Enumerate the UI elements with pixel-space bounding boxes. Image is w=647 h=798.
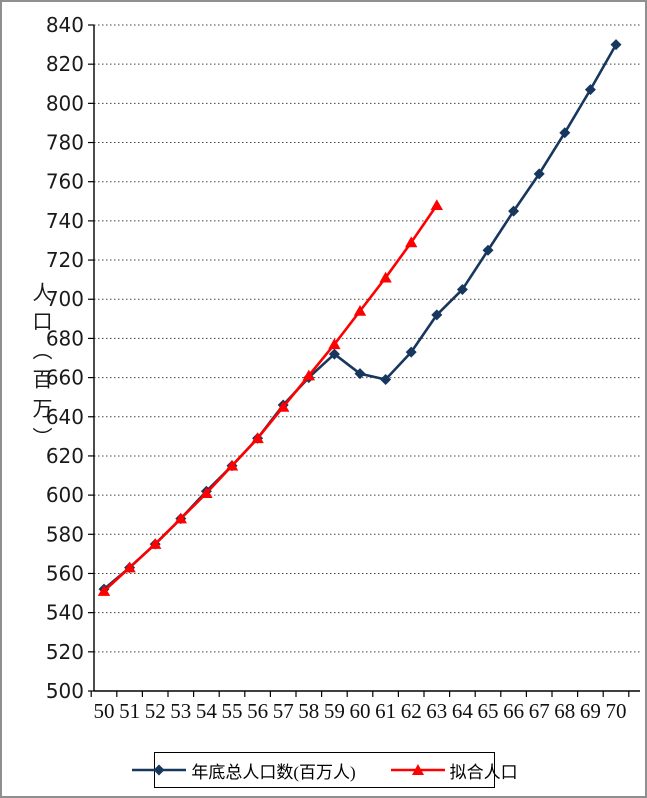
- x-tick-label: 50: [94, 699, 115, 723]
- data-point-marker-observed: [431, 309, 443, 321]
- y-tick-label: 720: [46, 248, 84, 272]
- data-point-marker-observed: [380, 374, 392, 386]
- data-point-marker-fitted: [302, 369, 315, 381]
- x-tick-label: 58: [298, 699, 319, 723]
- y-tick-label: 760: [46, 170, 84, 194]
- data-point-marker-observed: [482, 244, 494, 256]
- y-tick-label: 680: [46, 326, 84, 350]
- x-tick-label: 65: [478, 699, 499, 723]
- series-line-observed: [103, 43, 618, 591]
- y-tick-label: 820: [46, 52, 84, 76]
- data-point-marker-observed: [354, 368, 366, 380]
- x-tick-label: 54: [196, 699, 218, 723]
- y-tick-label: 500: [46, 679, 84, 703]
- x-tick-label: 62: [401, 699, 422, 723]
- data-point-marker-fitted: [200, 487, 213, 498]
- legend-marker-fitted-triangle: [390, 764, 445, 775]
- y-tick-label: 800: [46, 91, 84, 115]
- data-point-marker-fitted: [123, 561, 136, 573]
- x-tick-label: 51: [119, 699, 140, 723]
- data-point-marker-observed: [533, 168, 545, 180]
- y-tick-label: 700: [46, 287, 84, 311]
- x-tick-label: 68: [554, 699, 575, 723]
- x-tick-label: 69: [580, 699, 601, 723]
- data-point-marker-observed: [610, 39, 622, 51]
- x-tick-label: 70: [606, 699, 627, 723]
- legend-box: 年底总人口数(百万人) 拟合人口: [132, 752, 518, 788]
- y-tick-label: 780: [46, 131, 84, 155]
- y-tick-label: 640: [46, 405, 84, 429]
- data-point-marker-fitted: [277, 400, 290, 412]
- x-tick-label: 67: [529, 699, 550, 723]
- data-point-marker-fitted: [430, 199, 443, 211]
- x-tick-label: 66: [503, 699, 524, 723]
- data-point-marker-fitted: [225, 459, 239, 471]
- x-tick-label: 64: [452, 699, 474, 723]
- x-tick-label: 57: [273, 699, 294, 723]
- data-point-marker-fitted: [97, 585, 111, 596]
- data-point-marker-observed: [559, 127, 571, 139]
- y-tick-label: 660: [46, 366, 84, 390]
- data-point-marker-observed: [456, 283, 468, 295]
- legend-label-observed: 年底总人口数(百万人): [191, 762, 356, 782]
- x-tick-label: 60: [350, 699, 371, 723]
- y-tick-label: 540: [46, 601, 84, 625]
- legend-item-observed: 年底总人口数(百万人): [131, 758, 356, 783]
- data-point-marker-observed: [405, 346, 417, 358]
- y-tick-label: 840: [46, 13, 84, 37]
- data-point-marker-fitted: [251, 432, 264, 444]
- legend-label-fitted: 拟合人口: [449, 762, 518, 782]
- x-tick-label: 61: [375, 699, 396, 723]
- x-tick-label: 63: [426, 699, 447, 723]
- y-tick-label: 520: [46, 640, 84, 664]
- y-tick-label: 580: [46, 522, 84, 546]
- y-tick-label: 600: [46, 483, 84, 507]
- data-point-marker-fitted: [405, 236, 418, 248]
- data-point-marker-fitted: [328, 338, 341, 350]
- data-point-marker-observed: [508, 205, 520, 217]
- data-point-marker-observed: [328, 348, 340, 360]
- data-point-marker-fitted: [379, 271, 392, 283]
- data-point-marker-fitted: [174, 512, 187, 524]
- x-tick-label: 56: [247, 699, 268, 723]
- legend-item-fitted: 拟合人口: [390, 758, 518, 783]
- x-tick-label: 52: [145, 699, 166, 723]
- y-tick-label: 740: [46, 209, 84, 233]
- data-point-marker-observed: [584, 84, 596, 96]
- legend-marker-observed-diamond: [132, 764, 187, 776]
- x-tick-label: 59: [324, 699, 345, 723]
- series-line-fitted: [103, 204, 438, 593]
- data-point-marker-fitted: [353, 304, 367, 316]
- y-tick-label: 620: [46, 444, 84, 468]
- y-tick-label: 560: [46, 561, 84, 585]
- data-point-marker-fitted: [149, 538, 162, 549]
- x-tick-label: 53: [170, 699, 191, 723]
- x-tick-label: 55: [222, 699, 243, 723]
- y-axis-title: 人口（百万）: [29, 282, 51, 456]
